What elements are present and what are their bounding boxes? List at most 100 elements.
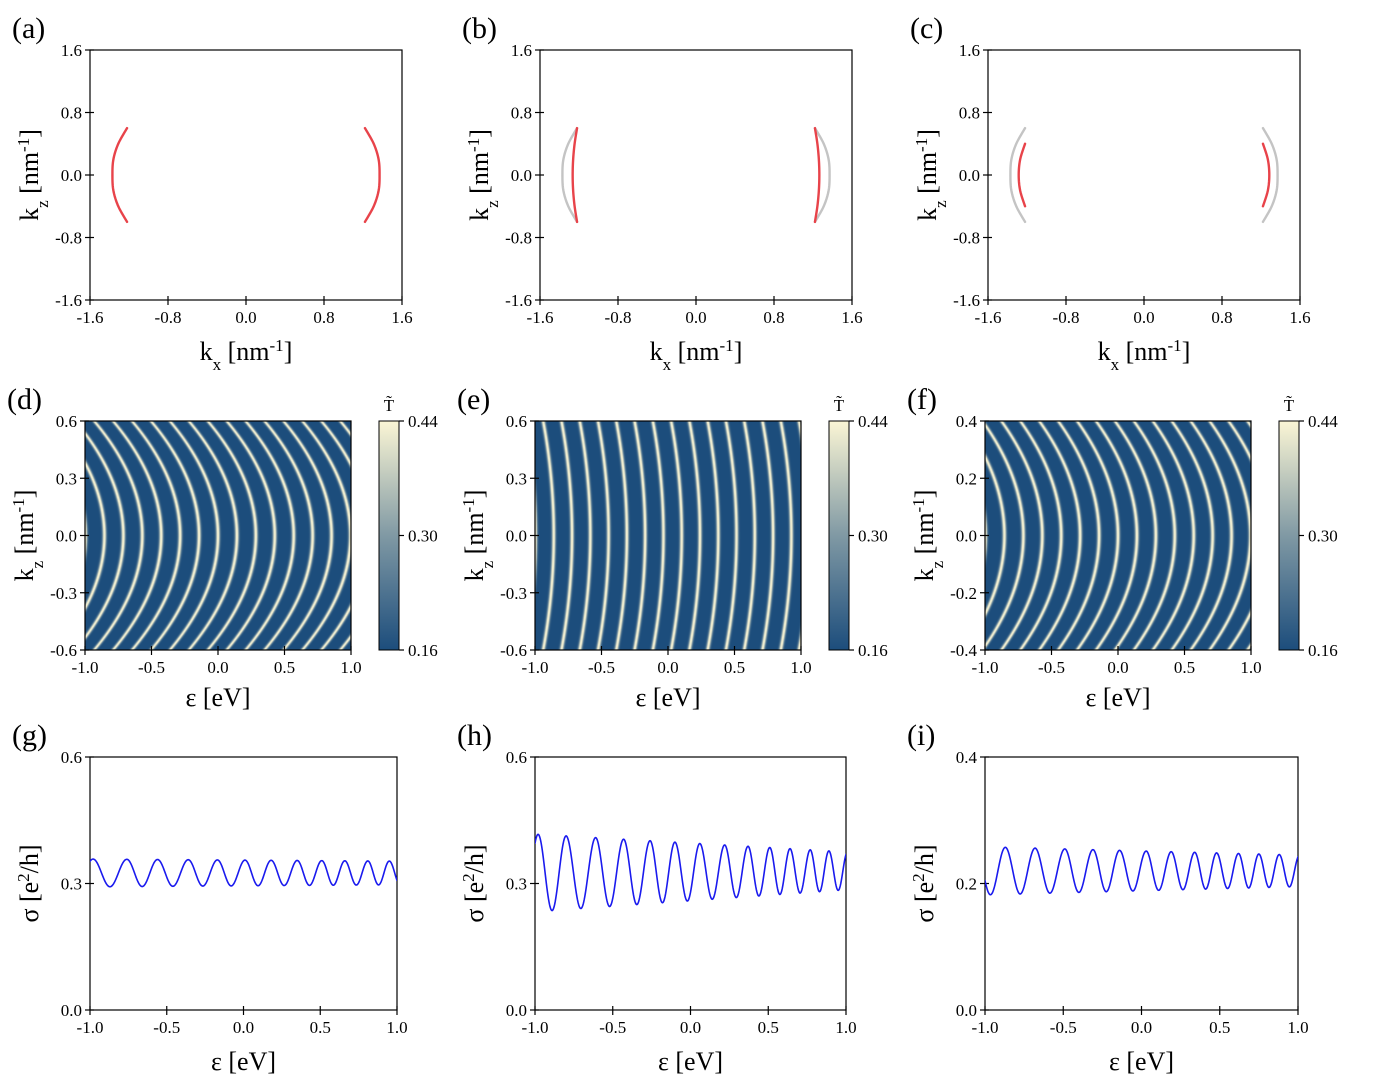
panel-label-g: (g) <box>12 719 47 752</box>
ytick-label-g-2: 0.6 <box>61 748 82 767</box>
ytick-label-e-4: 0.6 <box>506 412 527 431</box>
xtick-label-a-1: -0.8 <box>155 308 182 327</box>
series-a-0 <box>111 126 129 224</box>
colorbar-tick-f-2: 0.44 <box>1308 412 1338 431</box>
xtick-label-d-1: -0.5 <box>138 658 165 677</box>
colorbar-tick-e-0: 0.16 <box>858 641 888 660</box>
ytick-label-e-1: -0.3 <box>500 584 527 603</box>
xtick-label-f-3: 0.5 <box>1174 658 1195 677</box>
xtick-label-f-2: 0.0 <box>1107 658 1128 677</box>
xtick-label-a-2: 0.0 <box>235 308 256 327</box>
ytick-label-c-2: 0.0 <box>959 166 980 185</box>
ytick-label-b-0: -1.6 <box>505 291 532 310</box>
xtick-label-h-3: 0.5 <box>758 1018 779 1037</box>
xtick-label-d-2: 0.0 <box>207 658 228 677</box>
colorbar-tick-e-1: 0.30 <box>858 527 888 546</box>
ytick-label-d-1: -0.3 <box>50 584 77 603</box>
xtick-label-e-1: -0.5 <box>588 658 615 677</box>
xtick-label-c-4: 1.6 <box>1289 308 1310 327</box>
ytick-label-g-1: 0.3 <box>61 875 82 894</box>
xtick-label-g-4: 1.0 <box>386 1018 407 1037</box>
ytick-label-b-3: 0.8 <box>511 104 532 123</box>
x-axis-label-g: ε [eV] <box>211 1047 276 1076</box>
ytick-label-f-3: 0.2 <box>956 469 977 488</box>
colorbar-tick-f-1: 0.30 <box>1308 527 1338 546</box>
panel-label-h: (h) <box>457 719 492 752</box>
ytick-label-a-0: -1.6 <box>55 291 82 310</box>
ytick-label-d-2: 0.0 <box>56 527 77 546</box>
ytick-label-a-4: 1.6 <box>61 41 82 60</box>
y-axis-label-d: kz [nm-1] <box>9 490 47 582</box>
ytick-label-g-0: 0.0 <box>61 1001 82 1020</box>
panel-label-b: (b) <box>462 12 497 45</box>
ytick-label-d-0: -0.6 <box>50 641 77 660</box>
panel-d: 0.16 0.30 0.44 T̃ -1.0 -0.5 0.0 0.5 1.0 -0.6 -0.3 0… <box>7 383 438 712</box>
ytick-label-f-1: -0.2 <box>950 584 977 603</box>
colorbar-label-f: T̃ <box>1284 396 1295 415</box>
ytick-label-c-0: -1.6 <box>953 291 980 310</box>
ytick-label-a-1: -0.8 <box>55 229 82 248</box>
y-axis-label-h: σ [e2/h] <box>459 844 490 922</box>
y-axis-label-a: kz [nm-1] <box>14 129 52 221</box>
series-b-1 <box>813 126 831 224</box>
xtick-label-h-0: -1.0 <box>522 1018 549 1037</box>
series-b-3 <box>813 126 821 224</box>
colorbar-tick-f-0: 0.16 <box>1308 641 1338 660</box>
ytick-label-h-2: 0.6 <box>506 748 527 767</box>
ytick-label-e-0: -0.6 <box>500 641 527 660</box>
colorbar-label-d: T̃ <box>384 396 395 415</box>
x-axis-label-d: ε [eV] <box>185 683 250 712</box>
xtick-label-e-0: -1.0 <box>522 658 549 677</box>
ytick-label-f-0: -0.4 <box>950 641 977 660</box>
axes-frame-h <box>534 756 847 1011</box>
ytick-label-e-3: 0.3 <box>506 469 527 488</box>
series-c-2 <box>1017 142 1027 208</box>
x-axis-label-h: ε [eV] <box>658 1047 723 1076</box>
xtick-label-g-3: 0.5 <box>310 1018 331 1037</box>
xtick-label-b-3: 0.8 <box>763 308 784 327</box>
xtick-label-i-2: 0.0 <box>1131 1018 1152 1037</box>
panel-i: -1.0 -0.5 0.0 0.5 1.0 0.0 0.2 0.4 ε [eV] σ [e2/h]… <box>907 719 1309 1076</box>
ytick-label-c-1: -0.8 <box>953 229 980 248</box>
xtick-label-a-3: 0.8 <box>313 308 334 327</box>
ytick-label-c-4: 1.6 <box>959 41 980 60</box>
xtick-label-e-2: 0.0 <box>657 658 678 677</box>
xtick-label-e-3: 0.5 <box>724 658 745 677</box>
x-axis-label-f: ε [eV] <box>1085 683 1150 712</box>
panel-g: -1.0 -0.5 0.0 0.5 1.0 0.0 0.3 0.6 ε [eV] σ [e2/h]… <box>12 719 408 1076</box>
colorbar-tick-e-2: 0.44 <box>858 412 888 431</box>
xtick-label-i-3: 0.5 <box>1209 1018 1230 1037</box>
colorbar-label-e: T̃ <box>834 396 845 415</box>
xtick-label-b-2: 0.0 <box>685 308 706 327</box>
axes-frame-c <box>987 49 1301 301</box>
x-axis-label-b: kx [nm-1] <box>650 336 743 374</box>
ytick-label-b-1: -0.8 <box>505 229 532 248</box>
ytick-label-d-4: 0.6 <box>56 412 77 431</box>
series-g-0 <box>90 858 397 888</box>
panel-label-f: (f) <box>907 383 937 416</box>
panel-label-c: (c) <box>910 12 943 45</box>
xtick-label-d-4: 1.0 <box>340 658 361 677</box>
panel-a: -1.6 -0.8 0.0 0.8 1.6 -1.6 -0.8 0.0 0.8 1.6 kx [nm… <box>12 12 413 374</box>
xtick-label-h-4: 1.0 <box>835 1018 856 1037</box>
series-i-0 <box>985 846 1298 896</box>
xtick-label-c-0: -1.6 <box>975 308 1002 327</box>
xtick-label-d-0: -1.0 <box>72 658 99 677</box>
xtick-label-c-2: 0.0 <box>1133 308 1154 327</box>
ytick-label-a-2: 0.0 <box>61 166 82 185</box>
series-c-0 <box>1009 126 1027 224</box>
panel-label-e: (e) <box>457 383 490 416</box>
ytick-label-b-2: 0.0 <box>511 166 532 185</box>
y-axis-label-i: σ [e2/h] <box>909 844 940 922</box>
colorbar-tick-d-1: 0.30 <box>408 527 438 546</box>
y-axis-label-g: σ [e2/h] <box>14 844 45 922</box>
colorbar-tick-d-2: 0.44 <box>408 412 438 431</box>
axes-frame-a <box>89 49 403 301</box>
colorbar-tick-d-0: 0.16 <box>408 641 438 660</box>
panel-b: -1.6 -0.8 0.0 0.8 1.6 -1.6 -0.8 0.0 0.8 1.6 kx [nm… <box>462 12 863 374</box>
xtick-label-f-0: -1.0 <box>972 658 999 677</box>
panel-e: 0.16 0.30 0.44 T̃ -1.0 -0.5 0.0 0.5 1.0 -0.6 -0.3 0… <box>457 383 888 712</box>
ytick-label-a-3: 0.8 <box>61 104 82 123</box>
heatmap-image-e <box>535 421 801 650</box>
